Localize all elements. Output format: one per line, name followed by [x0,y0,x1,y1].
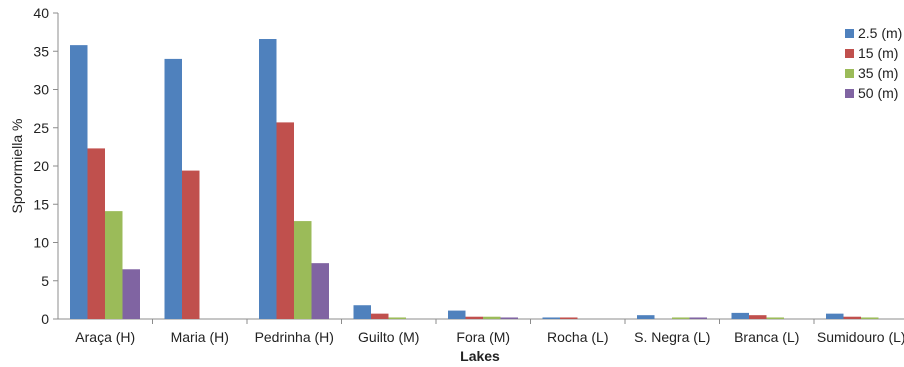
bar-1-5 [448,310,466,319]
x-tick-label: Fora (M) [456,329,510,345]
legend-label: 35 (m) [858,65,898,81]
bar-3-3 [294,221,312,319]
y-tick-label: 40 [33,5,49,21]
bar-3-4 [388,317,406,319]
legend-label: 15 (m) [858,45,898,61]
legend-swatch [845,49,854,58]
y-tick-label: 25 [33,120,49,136]
bar-2-6 [560,317,578,319]
bar-1-2 [164,58,182,320]
bar-3-7 [672,317,690,319]
bar-1-4 [353,305,371,319]
bar-1-1 [70,45,88,319]
x-tick-label: Pedrinha (H) [255,329,334,345]
x-ticks: Araça (H) Maria (H) Pedrinha (H) Guilto (M)… [75,319,904,345]
y-tick-label: 10 [33,235,49,251]
bars [70,39,879,320]
legend-label: 50 (m) [858,85,898,101]
y-tick-label: 30 [33,82,49,98]
x-tick-label: Branca (L) [734,329,799,345]
x-tick-label: Araça (H) [75,329,135,345]
bar-2-8 [749,315,767,319]
bar-1-7 [637,315,655,319]
bar-4-7 [689,317,707,319]
bar-2-4 [371,313,389,319]
legend-swatch [845,69,854,78]
x-tick-label: Maria (H) [171,329,229,345]
y-tick-label: 15 [33,196,49,212]
bar-2-3 [276,122,294,320]
y-tick-label: 5 [41,273,49,289]
legend: 2.5 (m) 15 (m) 35 (m) 50 (m) [845,25,902,101]
bar-3-9 [861,317,879,319]
x-axis-label: Lakes [460,348,500,364]
bar-1-9 [826,313,844,319]
bar-4-1 [122,269,140,319]
x-tick-label: Sumidouro (L) [817,329,904,345]
y-tick-label: 35 [33,43,49,59]
bar-2-2 [182,170,200,319]
bar-3-5 [483,316,501,319]
x-tick-label: S. Negra (L) [634,329,710,345]
y-tick-label: 20 [33,158,49,174]
legend-swatch [845,29,854,38]
x-tick-label: Rocha (L) [547,329,608,345]
legend-label: 2.5 (m) [858,25,902,41]
y-ticks: 0 5 10 15 20 25 30 35 40 [33,5,58,327]
y-axis-label: Sporormiella % [9,119,25,214]
bar-3-8 [766,317,784,319]
bar-4-3 [311,263,329,319]
bar-2-9 [843,316,861,319]
bar-1-8 [731,312,749,319]
bar-4-5 [500,317,518,319]
bar-2-1 [87,148,105,319]
legend-swatch [845,89,854,98]
y-tick-label: 0 [41,311,49,327]
bar-1-6 [542,317,560,319]
bar-1-3 [259,39,277,319]
x-tick-label: Guilto (M) [358,329,419,345]
bar-2-5 [465,316,483,319]
bar-3-1 [105,211,123,319]
